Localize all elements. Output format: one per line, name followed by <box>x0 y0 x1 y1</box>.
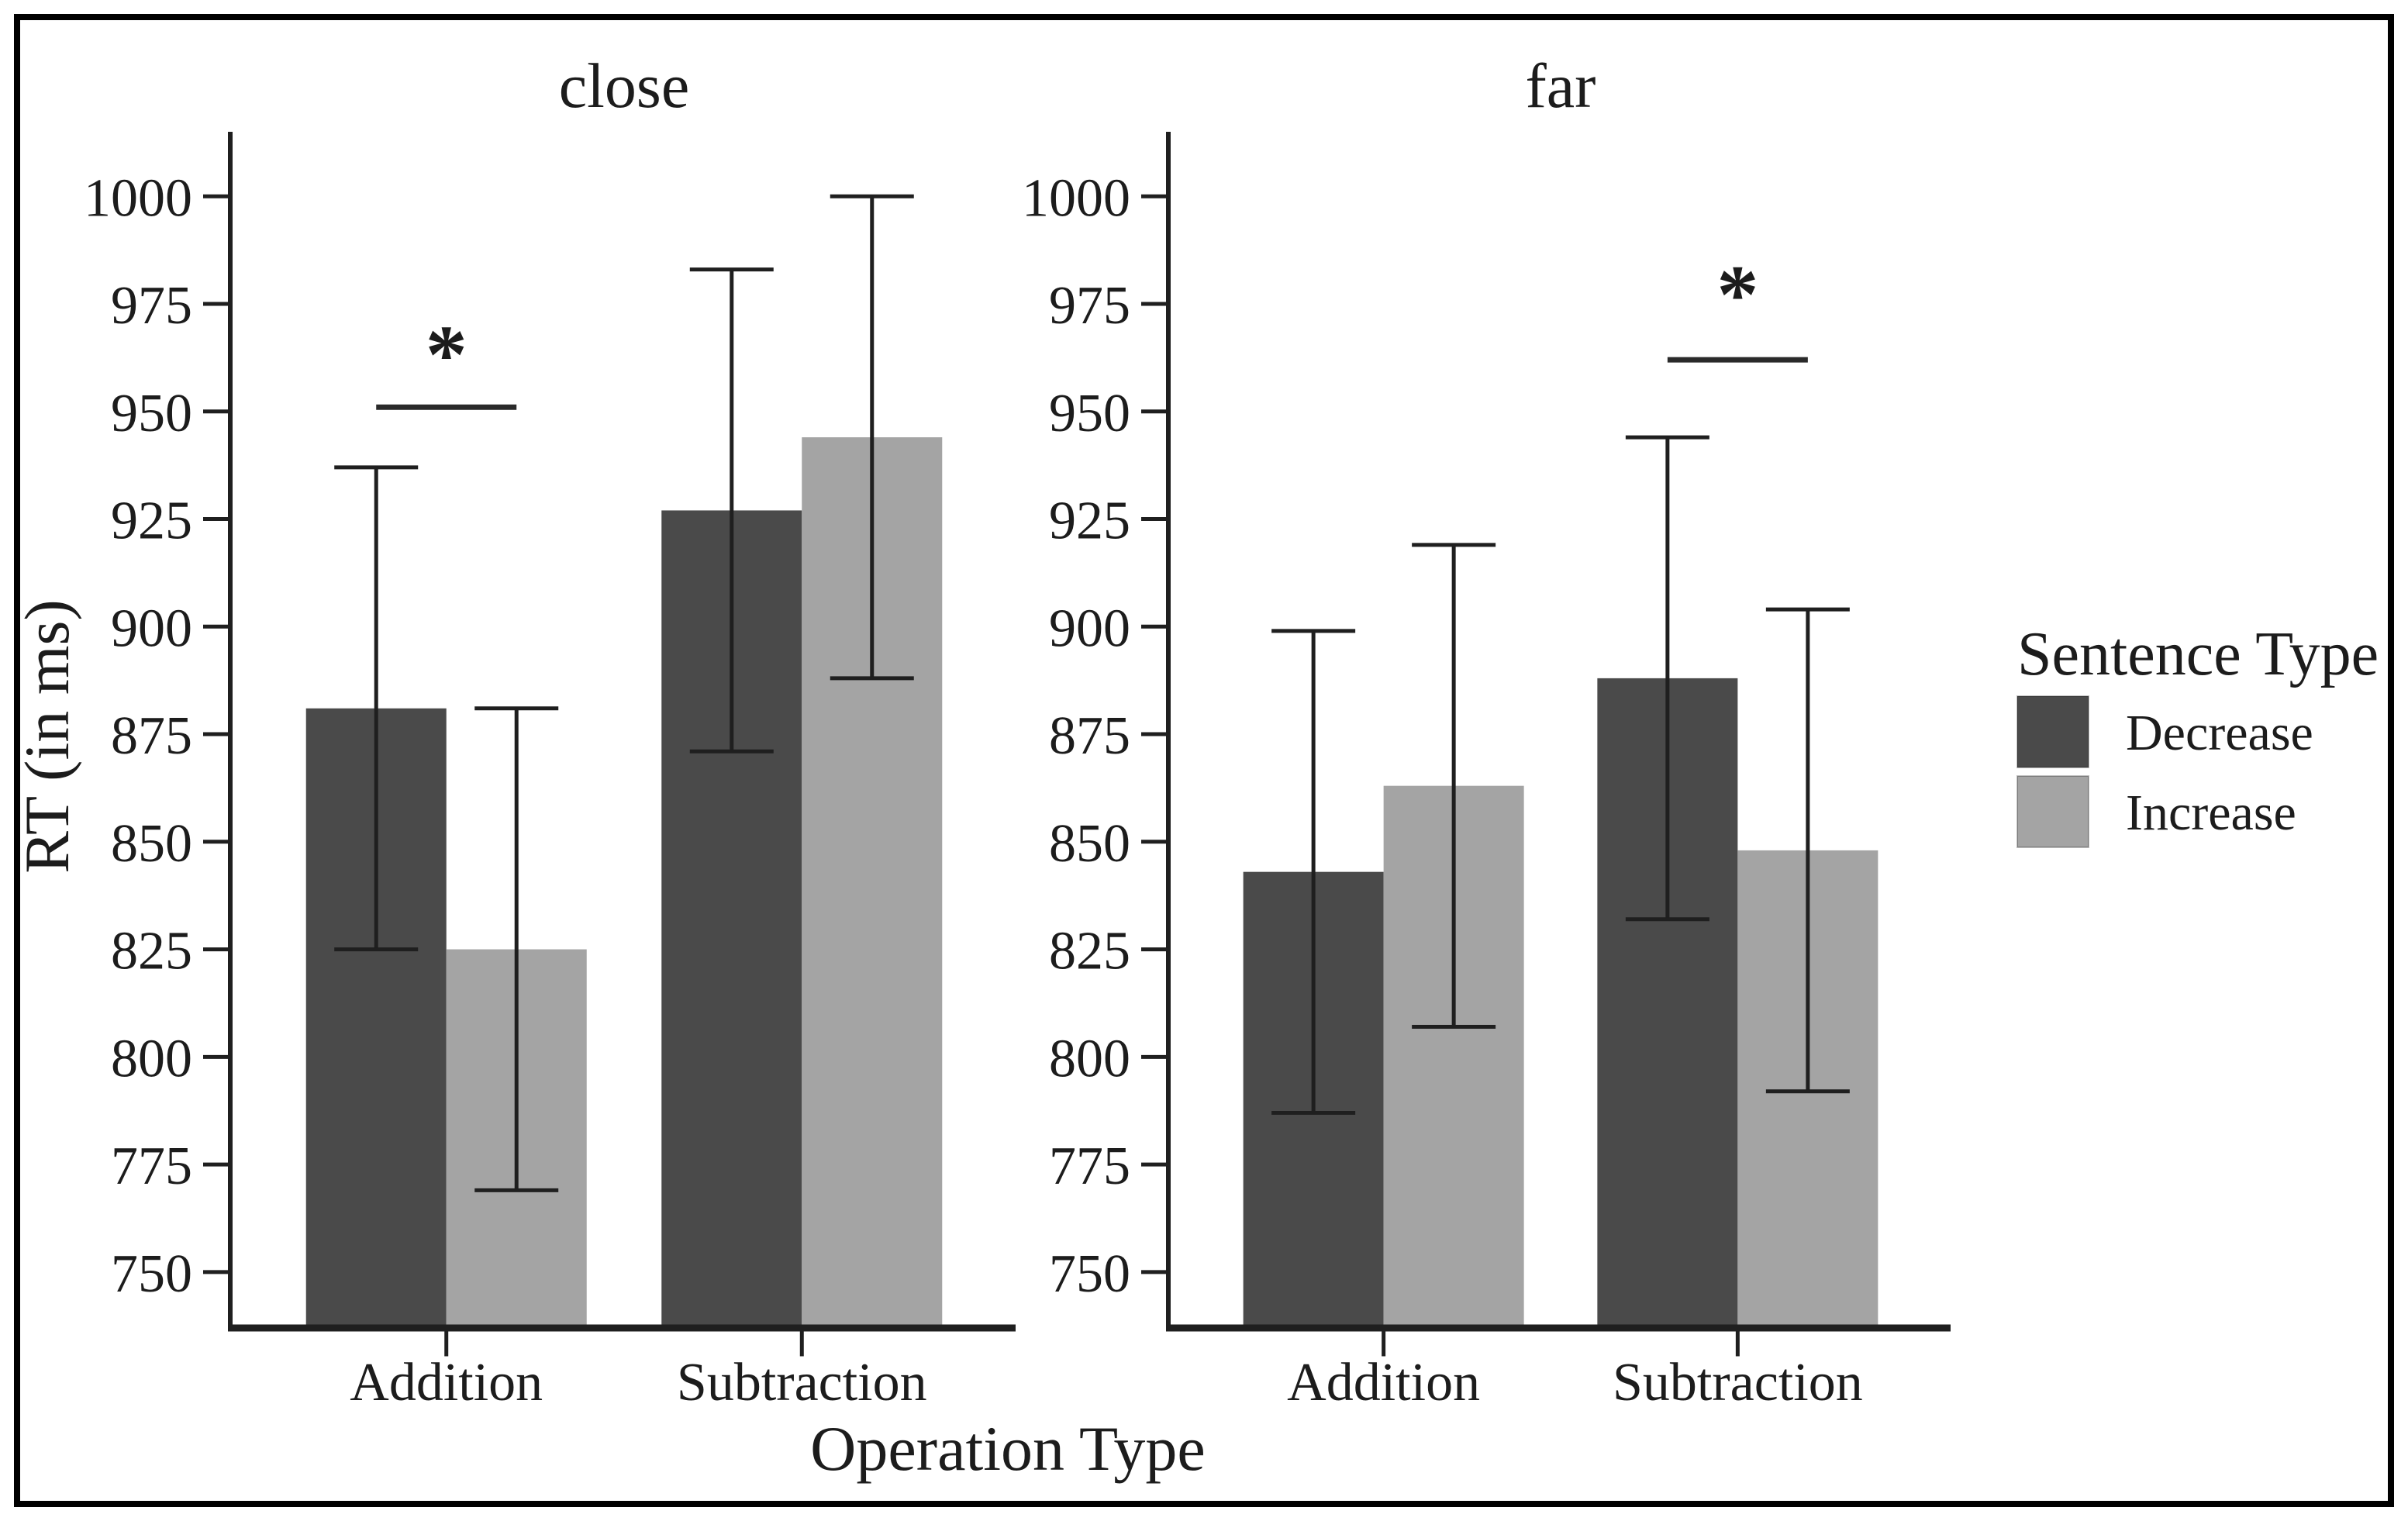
y-axis-title: RT (in ms) <box>12 599 82 873</box>
panel-far: far 750 775 800 825 850 875 900 925 950 975 1000 Add… <box>1022 50 1951 1412</box>
error-bar-far-addition-decrease <box>1271 629 1356 1115</box>
y-tick-label-far-775: 775 <box>1049 1136 1130 1196</box>
legend: Sentence Type Decrease Increase <box>2016 620 2379 848</box>
panel-close: close 750 775 800 825 850 875 900 925 950 975 1000 A… <box>84 50 1016 1412</box>
x-tick-label-close-subtraction: Subtraction <box>677 1353 927 1412</box>
x-axis-title: Operation Type <box>810 1413 1206 1484</box>
y-tick-label-close-925: 925 <box>111 491 192 551</box>
y-tick-label-close-1000: 1000 <box>84 168 192 228</box>
y-tick-label-far-950: 950 <box>1049 384 1130 443</box>
legend-label-increase: Increase <box>2126 785 2296 841</box>
y-tick-label-far-1000: 1000 <box>1022 168 1130 228</box>
y-tick-label-close-850: 850 <box>111 814 192 874</box>
error-bar-close-subtraction-increase <box>830 194 914 681</box>
y-tick-label-far-800: 800 <box>1049 1029 1130 1088</box>
y-tick-label-far-750: 750 <box>1049 1244 1130 1304</box>
error-bar-close-subtraction-decrease <box>689 267 774 754</box>
significance-star-far: * <box>1716 249 1758 341</box>
error-bar-far-subtraction-decrease <box>1625 435 1709 922</box>
y-tick-label-close-900: 900 <box>111 598 192 658</box>
y-tick-label-far-825: 825 <box>1049 922 1130 981</box>
x-tick-label-far-subtraction: Subtraction <box>1613 1353 1863 1412</box>
y-tick-label-far-925: 925 <box>1049 491 1130 551</box>
y-tick-label-close-825: 825 <box>111 922 192 981</box>
legend-swatch-increase <box>2016 775 2089 848</box>
y-tick-label-close-975: 975 <box>111 276 192 336</box>
y-tick-label-far-900: 900 <box>1049 598 1130 658</box>
y-tick-label-close-750: 750 <box>111 1244 192 1304</box>
y-tick-label-far-875: 875 <box>1049 706 1130 766</box>
y-tick-label-close-875: 875 <box>111 706 192 766</box>
x-tick-label-far-addition: Addition <box>1287 1353 1480 1412</box>
legend-label-decrease: Decrease <box>2126 705 2313 761</box>
x-tick-label-close-addition: Addition <box>350 1353 543 1412</box>
legend-title: Sentence Type <box>2017 620 2379 688</box>
y-tick-label-close-800: 800 <box>111 1029 192 1088</box>
y-tick-label-close-775: 775 <box>111 1136 192 1196</box>
facet-title-far: far <box>1525 50 1596 121</box>
y-tick-label-far-975: 975 <box>1049 276 1130 336</box>
y-tick-label-close-950: 950 <box>111 384 192 443</box>
facet-title-close: close <box>559 50 689 121</box>
legend-swatch-decrease <box>2016 695 2089 768</box>
error-bar-close-addition-increase <box>474 706 559 1192</box>
significance-star-close: * <box>426 309 467 402</box>
error-bar-far-addition-increase <box>1412 543 1496 1029</box>
y-tick-label-far-850: 850 <box>1049 814 1130 874</box>
error-bar-close-addition-decrease <box>334 465 419 952</box>
error-bar-far-subtraction-increase <box>1765 607 1850 1094</box>
